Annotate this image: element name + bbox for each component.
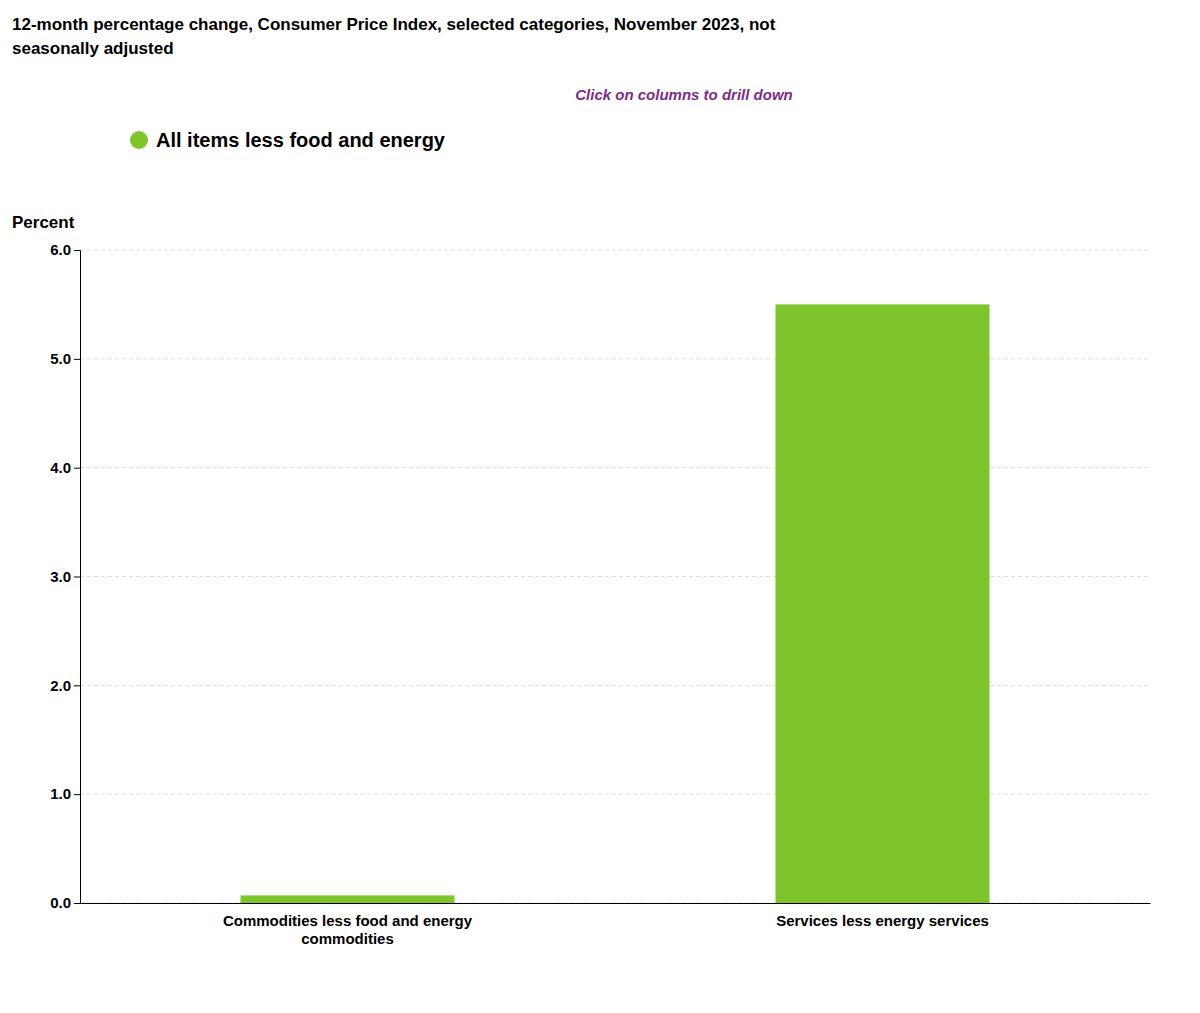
y-tick: 3.0	[50, 568, 80, 585]
legend: All items less food and energy	[130, 129, 446, 151]
y-tick-mark	[74, 577, 80, 578]
y-axis-line	[74, 251, 81, 904]
legend-marker	[130, 131, 148, 149]
y-tick-label: 4.0	[50, 459, 71, 476]
x-tick-label: Services less energy services	[776, 912, 989, 929]
title: 12-month percentage change, Consumer Pri…	[12, 15, 776, 58]
y-tick: 4.0	[50, 459, 80, 476]
y-tick-label: 5.0	[50, 350, 71, 367]
legend-label: All items less food and energy	[156, 129, 446, 151]
y-tick-label: 0.0	[50, 894, 71, 911]
y-tick: 0.0	[50, 894, 80, 911]
chart: 12-month percentage change, Consumer Pri…	[0, 0, 1200, 1013]
y-tick-label: 1.0	[50, 785, 71, 802]
y-tick: 2.0	[50, 677, 80, 694]
x-tick: Services less energy services	[776, 912, 989, 929]
bars	[241, 304, 990, 903]
legend-item: All items less food and energy	[130, 129, 446, 151]
y-tick-mark	[74, 903, 80, 904]
x-axis: Commodities less food and energycommodit…	[81, 904, 1151, 948]
x-axis-line	[81, 903, 1151, 904]
y-axis-title: Percent	[12, 213, 75, 232]
bar[interactable]	[776, 304, 990, 903]
y-tick-mark	[74, 359, 80, 360]
y-tick: 5.0	[50, 350, 80, 367]
y-tick-label: 3.0	[50, 568, 71, 585]
y-axis: 0.0 1.0 2.0 3.0 4.0 5.0 6.0	[50, 241, 80, 911]
y-tick-mark	[74, 794, 80, 795]
subtitle: Click on columns to drill down	[575, 86, 793, 103]
y-tick-mark	[74, 250, 80, 251]
y-tick: 6.0	[50, 241, 80, 258]
y-tick: 1.0	[50, 785, 80, 802]
x-tick: Commodities less food and energycommodit…	[223, 912, 473, 948]
y-tick-label: 6.0	[50, 241, 71, 258]
y-tick-mark	[74, 685, 80, 686]
plot: 0.0 1.0 2.0 3.0 4.0 5.0 6.0 Commodities less fo…	[50, 241, 1150, 947]
grid-line	[80, 250, 1150, 251]
bar[interactable]	[241, 895, 455, 903]
y-tick-label: 2.0	[50, 677, 71, 694]
x-tick-label: Commodities less food and energycommodit…	[223, 912, 473, 948]
y-tick-mark	[74, 468, 80, 469]
grid	[80, 250, 1150, 903]
